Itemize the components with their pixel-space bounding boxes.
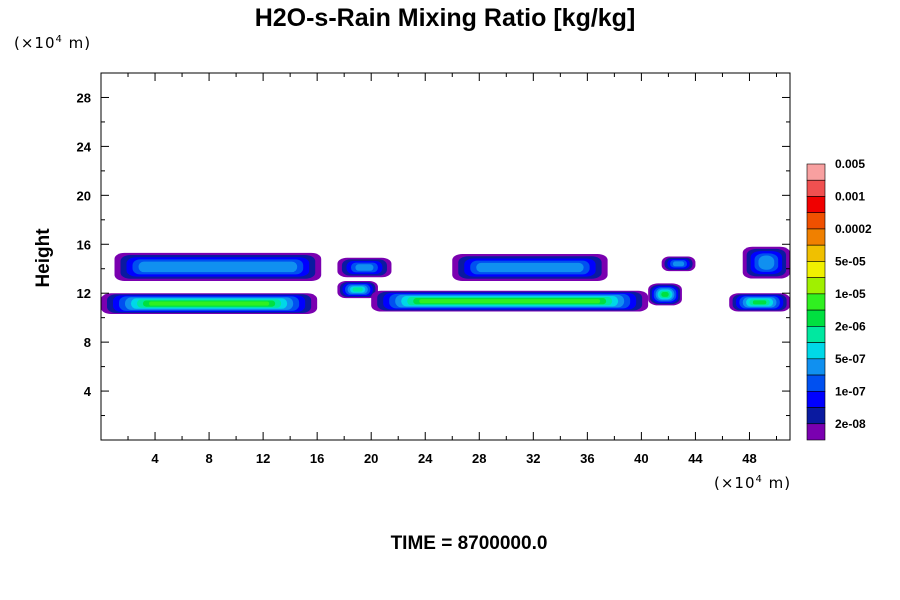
x-tick-label: 32 (526, 451, 540, 466)
contour-band (138, 261, 298, 273)
contour-region (101, 293, 318, 314)
legend-swatch (806, 212, 826, 230)
contour-region (337, 280, 378, 299)
x-tick-label: 40 (634, 451, 648, 466)
legend-swatch (806, 309, 826, 327)
legend-swatch (806, 244, 826, 262)
contour-regions (101, 246, 790, 314)
x-tick-label: 44 (688, 451, 703, 466)
legend-swatch (806, 293, 826, 311)
legend-label: 5e-05 (835, 254, 866, 268)
contour-region (337, 257, 392, 278)
y-tick-label: 16 (77, 237, 91, 252)
legend-swatch (806, 423, 826, 441)
chart-title: H2O-s-Rain Mixing Ratio [kg/kg] (255, 4, 636, 32)
x-tick-label: 48 (742, 451, 756, 466)
legend-label: 5e-07 (835, 352, 866, 366)
y-tick-label: 24 (77, 139, 92, 154)
legend-swatch (806, 407, 826, 425)
contour-region (371, 290, 649, 312)
y-tick-label: 20 (77, 188, 91, 203)
x-unit-label: (×104 m) (714, 474, 791, 492)
legend-label: 0.005 (835, 157, 865, 171)
contour-band (355, 264, 374, 271)
y-tick-label: 4 (84, 384, 92, 399)
y-tick-label: 12 (77, 286, 91, 301)
contour-region (729, 293, 790, 312)
legend-label: 1e-07 (835, 384, 866, 398)
legend-swatch (806, 358, 826, 376)
colorbar-legend: 2e-08 1e-07 5e-07 2e-06 1e-05 5e-05 0.0002 0.00… (806, 157, 872, 441)
contour-band (476, 262, 584, 273)
contour-region (742, 246, 790, 279)
x-tick-label: 8 (205, 451, 212, 466)
time-label: TIME = 8700000.0 (391, 533, 548, 554)
legend-swatch (806, 228, 826, 246)
x-tick-label: 28 (472, 451, 486, 466)
contour-region (452, 254, 608, 281)
contour-region (114, 252, 322, 281)
contour-band (752, 300, 767, 305)
legend-label: 0.001 (835, 189, 865, 203)
legend-label: 1e-05 (835, 287, 866, 301)
legend-swatch (806, 326, 826, 343)
contour-region (648, 283, 682, 306)
legend-label: 0.0002 (835, 222, 872, 236)
x-tick-label: 20 (364, 451, 378, 466)
legend-swatch (806, 163, 826, 181)
x-tick-label: 16 (310, 451, 324, 466)
contour-band (149, 301, 270, 306)
legend-swatch (806, 390, 826, 408)
contour-band (352, 287, 363, 292)
contour-band (419, 299, 601, 304)
legend-label: 2e-08 (835, 417, 866, 431)
legend-swatch (806, 342, 826, 360)
legend-swatch (806, 374, 826, 392)
legend-label: 2e-06 (835, 319, 866, 333)
y-tick-label: 28 (77, 90, 91, 105)
plot-frame (100, 72, 791, 441)
legend-swatch (806, 261, 826, 278)
x-tick-label: 12 (256, 451, 270, 466)
y-tick-label: 8 (84, 335, 91, 350)
legend-swatch (806, 196, 826, 214)
contour-band (758, 255, 775, 270)
legend-swatch (806, 277, 826, 295)
y-axis-title: Height (33, 228, 54, 288)
y-unit-label: (×104 m) (14, 34, 91, 52)
x-tick-label: 36 (580, 451, 594, 466)
contour-band (672, 261, 685, 267)
legend-swatch (806, 179, 826, 197)
x-tick-label: 24 (418, 451, 433, 466)
x-tick-label: 4 (151, 451, 159, 466)
contour-band (661, 291, 669, 297)
contour-region (661, 256, 696, 272)
